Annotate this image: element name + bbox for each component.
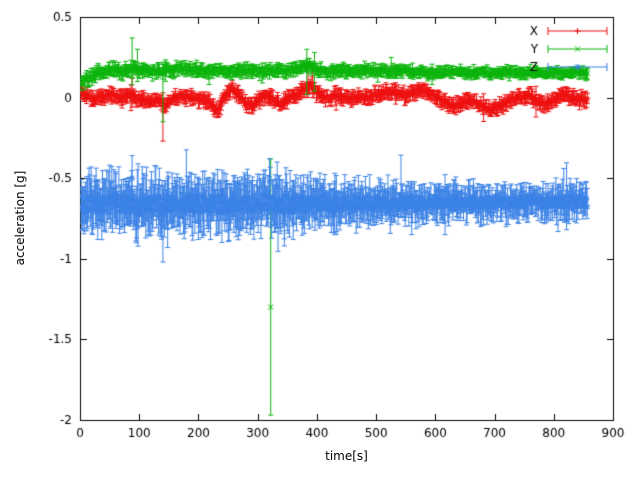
y-axis-label: acceleration [g]	[13, 170, 27, 266]
x-axis-label: time[s]	[325, 449, 368, 463]
